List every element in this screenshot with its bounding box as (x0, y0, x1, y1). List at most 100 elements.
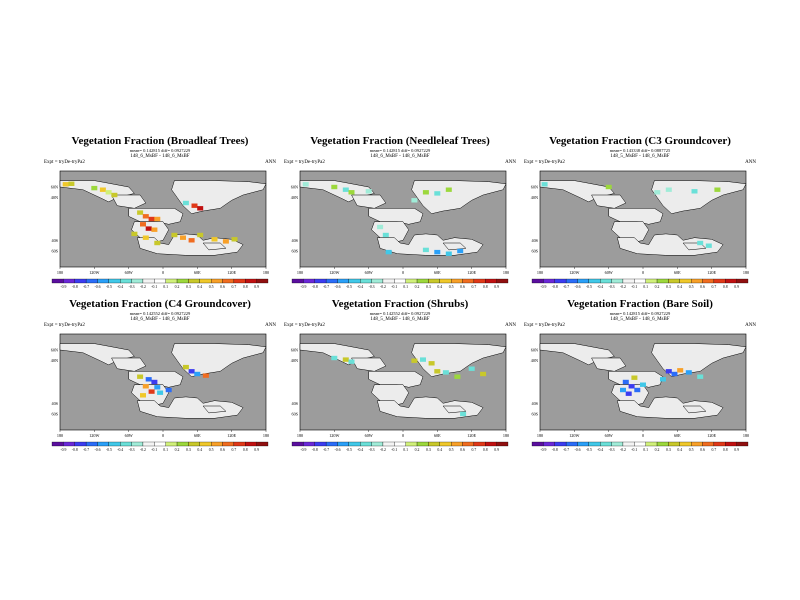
colorbar-swatch (416, 441, 429, 447)
colorbar-tick-label: -0.2 (140, 285, 146, 289)
lon-tick-label: 60W (365, 433, 373, 438)
lon-tick-label: 0 (642, 433, 644, 438)
lat-tick-label: 40N (531, 195, 538, 200)
data-cell (151, 379, 158, 385)
colorbar-swatch (348, 441, 361, 447)
lon-tick-label: 0 (402, 270, 404, 275)
colorbar-tick-label: 0.2 (415, 448, 420, 452)
colorbar-swatch (256, 278, 269, 284)
colorbar-swatch (473, 278, 486, 284)
colorbar-swatch (325, 278, 338, 284)
lon-tick-label: 120E (467, 270, 476, 275)
data-cell (445, 251, 452, 256)
lon-tick-label: 180 (263, 433, 269, 438)
data-cell (331, 355, 338, 361)
land-outline (202, 405, 227, 414)
lon-tick-label: 60E (194, 270, 201, 275)
data-cell (142, 384, 149, 389)
colorbar-swatch (154, 278, 166, 284)
colorbar-tick-label: -0.5 (346, 285, 352, 289)
land-outline (651, 180, 747, 214)
colorbar-tick-label: -0.8 (72, 448, 78, 452)
data-cell (382, 232, 389, 238)
data-cell (622, 379, 629, 385)
data-cell (148, 389, 155, 394)
colorbar-swatch (713, 278, 726, 284)
panel-subtitle: 148_6_MsBF - 148_6_MsBF (370, 154, 430, 159)
data-cell (640, 382, 646, 387)
colorbar-tick-label: -0.2 (620, 448, 626, 452)
colorbar-swatch (74, 441, 87, 447)
data-cell (137, 374, 144, 379)
lon-tick-label: 180 (743, 270, 749, 275)
colorbar-tick-label: 0.6 (460, 285, 465, 289)
colorbar-swatch (713, 441, 726, 447)
panel-title: Vegetation Fraction (Shrubs) (331, 298, 469, 310)
colorbar-tick-label: -0.9 (300, 285, 306, 289)
colorbar-swatch (588, 278, 601, 284)
colorbar-tick-label: -0.3 (129, 285, 135, 289)
colorbar-swatch (199, 278, 212, 284)
data-cell (665, 187, 672, 192)
lon-tick-label: 120E (227, 433, 236, 438)
colorbar-tick-label: 0.5 (689, 448, 694, 452)
data-cell (697, 240, 704, 246)
colorbar-swatch (656, 441, 669, 447)
colorbar-swatch (725, 278, 737, 284)
data-cell (541, 182, 548, 187)
data-cell (654, 190, 661, 195)
panel-expt: Expt = tryDe-tryPa2 (524, 323, 565, 328)
data-cell (605, 184, 612, 190)
land-outline (376, 233, 484, 256)
panel-stats: mean= 0.142815 diff= 0.0927229 (129, 148, 191, 153)
colorbar-tick-label: -0.2 (380, 448, 386, 452)
colorbar-swatch (565, 441, 578, 447)
lat-tick-label: 40S (531, 401, 538, 406)
colorbar-tick-label: 0.4 (677, 448, 682, 452)
colorbar-swatch (405, 441, 418, 447)
colorbar-swatch (416, 278, 429, 284)
panel-stats: mean= 0.142552 diff= 0.0927229 (129, 311, 191, 316)
colorbar-swatch (142, 441, 155, 447)
lon-tick-label: 180 (537, 433, 543, 438)
panel-period: ANN (505, 160, 516, 165)
lat-tick-label: 60S (51, 412, 58, 417)
lat-tick-label: 40N (51, 195, 58, 200)
lon-tick-label: 120E (707, 433, 716, 438)
data-cell (631, 375, 638, 380)
lon-tick-label: 120E (707, 270, 716, 275)
colorbar-tick-label: 0.8 (243, 448, 248, 452)
colorbar-tick-label: -0.7 (323, 285, 329, 289)
lon-tick-label: 60E (674, 270, 681, 275)
colorbar-tick-label: 0.2 (655, 448, 660, 452)
colorbar-tick-label: 0.9 (494, 448, 499, 452)
colorbar-tick-label: 0.8 (723, 448, 728, 452)
map-plot: 180 120W 60W 0 60E 120E 180 60N 40N 40S 60S -0.9 -0.… (51, 333, 269, 452)
colorbar-tick-label: 0.1 (403, 285, 408, 289)
colorbar-tick-label: -0.2 (620, 285, 626, 289)
colorbar-swatch (462, 278, 475, 284)
data-cell (480, 371, 487, 377)
colorbar-tick-label: -0.2 (380, 285, 386, 289)
colorbar-swatch (188, 278, 200, 284)
colorbar-tick-label: -0.8 (552, 448, 558, 452)
data-cell (137, 210, 144, 215)
colorbar-tick-label: -0.6 (574, 285, 580, 289)
colorbar-swatch (211, 278, 223, 284)
colorbar-swatch (348, 278, 361, 284)
colorbar-tick-label: 0.6 (220, 448, 225, 452)
data-cell (154, 216, 161, 222)
data-cell (194, 371, 201, 377)
colorbar-tick-label: 0.9 (254, 448, 259, 452)
colorbar-tick-label: 0.5 (209, 285, 214, 289)
colorbar-tick-label: 0.5 (449, 285, 454, 289)
colorbar-swatch (291, 441, 304, 447)
data-cell (140, 222, 146, 227)
map-plot: 180 120W 60W 0 60E 120E 180 60N 40N 40S 60S -0.9 -0.… (291, 170, 509, 289)
colorbar-swatch (736, 278, 749, 284)
lon-tick-label: 60E (674, 433, 681, 438)
colorbar-tick-label: -0.7 (83, 285, 89, 289)
colorbar-tick-label: 0.3 (186, 448, 191, 452)
colorbar-swatch (600, 441, 612, 447)
lon-tick-label: 180 (743, 433, 749, 438)
